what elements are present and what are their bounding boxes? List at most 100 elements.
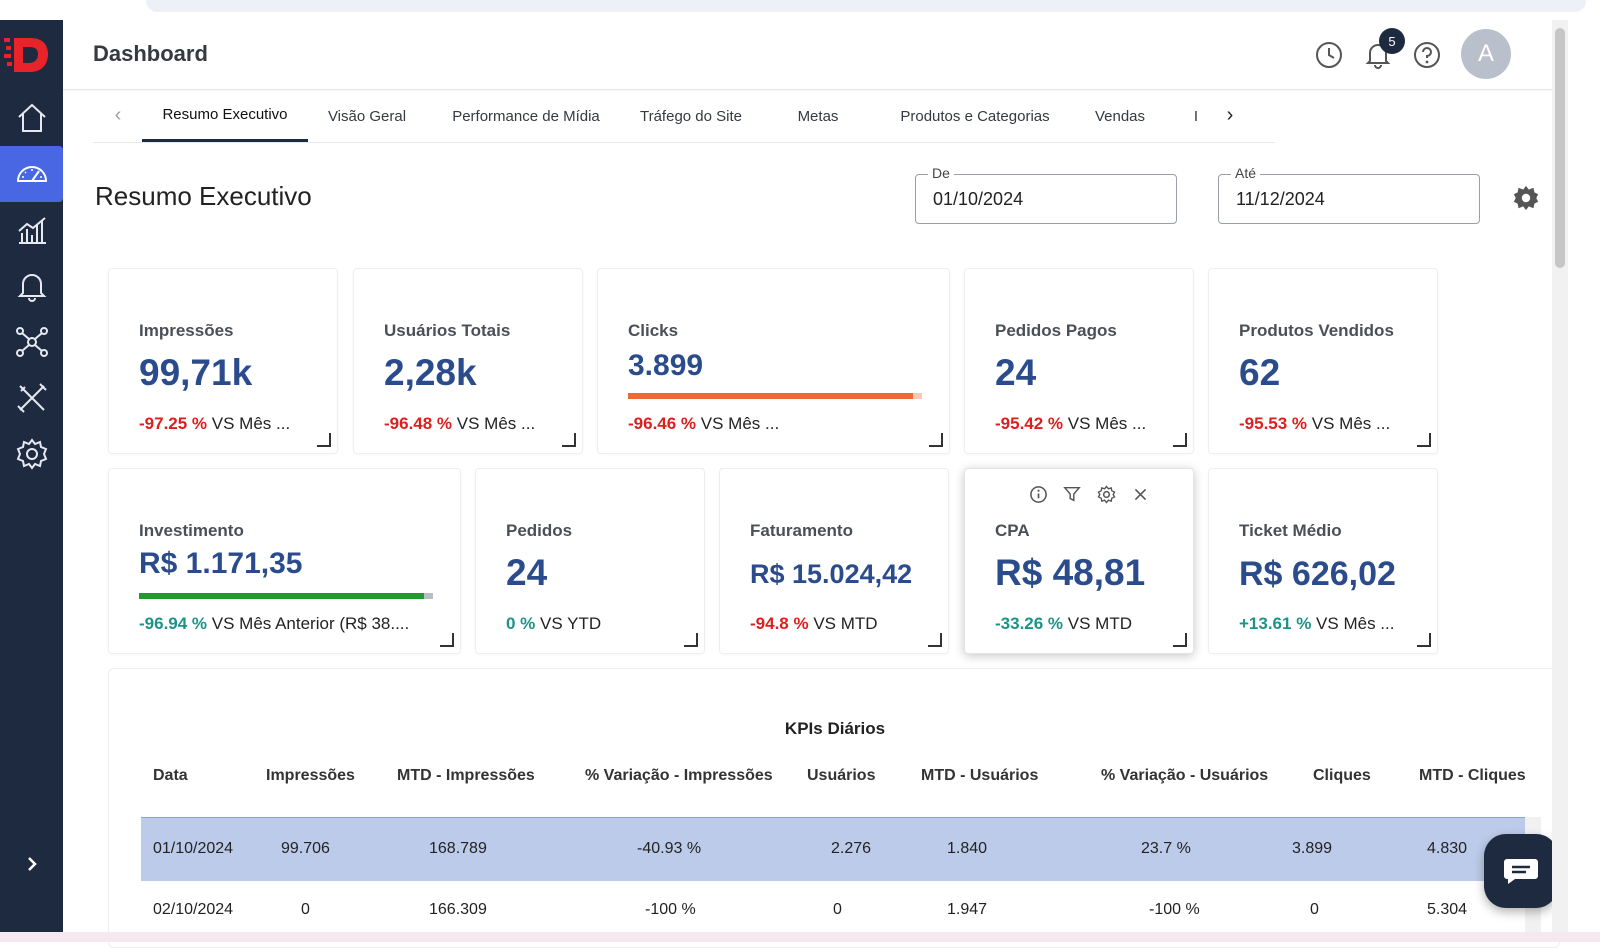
kpi-value: R$ 1.171,35 — [139, 547, 303, 580]
sidebar-item-tools[interactable] — [0, 370, 63, 426]
sidebar-item-home[interactable] — [0, 90, 63, 146]
app-title: Dashboard — [93, 41, 208, 66]
column-header[interactable]: MTD - Impressões — [397, 767, 535, 784]
user-avatar[interactable]: A — [1461, 29, 1511, 79]
network-icon — [15, 327, 48, 357]
card-settings-button[interactable] — [1095, 483, 1117, 505]
sidebar-item-settings[interactable] — [0, 426, 63, 482]
table-cell: 0 — [1310, 901, 1319, 918]
chevron-right-icon — [27, 857, 37, 871]
tab-vendas[interactable]: Vendas — [1094, 107, 1146, 125]
tab-truncated[interactable]: I — [1193, 107, 1199, 125]
kpi-compare-label: VS YTD — [540, 614, 602, 633]
resize-handle[interactable] — [440, 633, 454, 647]
kpi-card-investimento[interactable]: Investimento R$ 1.171,35 -96.94 % VS Mês… — [108, 468, 461, 654]
tab-bar: ‹ Resumo Executivo Visão Geral Performan… — [93, 90, 1275, 143]
column-header[interactable]: MTD - Usuários — [921, 767, 1039, 784]
column-header[interactable]: MTD - Cliques — [1419, 767, 1526, 784]
tab-trafego-do-site[interactable]: Tráfego do Site — [639, 107, 742, 125]
page-title: Resumo Executivo — [95, 181, 312, 211]
sidebar-item-integrations[interactable] — [0, 314, 63, 370]
resize-handle[interactable] — [684, 633, 698, 647]
kpi-card-pedidos-pagos[interactable]: Pedidos Pagos 24 -95.42 % VS Mês ... — [964, 268, 1194, 454]
kpi-card-impressoes[interactable]: Impressões 99,71k -97.25 % VS Mês ... — [108, 268, 338, 454]
column-header[interactable]: Data — [153, 767, 188, 784]
resize-handle[interactable] — [562, 433, 576, 447]
browser-address-bar[interactable] — [146, 0, 1586, 12]
kpi-delta: -97.25 % — [139, 414, 208, 433]
tab-scroll-left[interactable]: ‹ — [114, 103, 122, 126]
kpi-value: 62 — [1239, 352, 1281, 393]
close-button[interactable] — [1129, 483, 1151, 505]
table-row[interactable]: 02/10/2024 0 166.309 -100 % 0 1.947 -100… — [141, 881, 1525, 945]
filter-button[interactable] — [1061, 483, 1083, 505]
column-header[interactable]: % Variação - Usuários — [1101, 767, 1269, 784]
help-icon — [1414, 42, 1440, 68]
page-scrollbar[interactable] — [1552, 20, 1568, 932]
kpi-value: R$ 15.024,42 — [750, 559, 913, 589]
kpi-compare-label: VS MTD — [1067, 614, 1133, 633]
table-cell: -100 % — [1149, 901, 1200, 918]
info-button[interactable] — [1027, 483, 1049, 505]
kpi-comparison: -96.46 % VS Mês ... — [628, 414, 808, 434]
table-cell: 99.706 — [281, 840, 330, 857]
history-button[interactable] — [1311, 37, 1347, 73]
column-header[interactable]: Impressões — [266, 767, 355, 784]
sidebar-expand-button[interactable] — [0, 840, 63, 888]
column-header[interactable]: % Variação - Impressões — [585, 767, 773, 784]
resize-handle[interactable] — [928, 633, 942, 647]
resize-handle[interactable] — [1417, 633, 1431, 647]
resize-handle[interactable] — [1173, 633, 1187, 647]
table-cell: 23.7 % — [1141, 840, 1191, 857]
resize-handle[interactable] — [1173, 433, 1187, 447]
kpi-title: Usuários Totais — [384, 321, 511, 340]
kpi-progress-bar — [628, 393, 922, 399]
tab-produtos-e-categorias[interactable]: Produtos e Categorias — [900, 107, 1050, 125]
kpi-value: R$ 48,81 — [995, 552, 1146, 593]
tab-scroll-right[interactable]: › — [1226, 103, 1234, 126]
table-cell: 5.304 — [1427, 901, 1468, 918]
kpi-delta: +13.61 % — [1239, 614, 1312, 633]
column-header[interactable]: Usuários — [807, 767, 876, 784]
dashboard-settings-button[interactable] — [1508, 180, 1544, 216]
tab-resumo-executivo[interactable]: Resumo Executivo — [142, 90, 308, 142]
kpi-card-faturamento[interactable]: Faturamento R$ 15.024,42 -94.8 % VS MTD — [719, 468, 949, 654]
kpi-progress-fill — [628, 393, 914, 399]
sidebar-item-reports[interactable] — [0, 202, 63, 258]
browser-chrome-strip — [0, 0, 1600, 20]
close-icon — [1134, 488, 1146, 500]
sidebar-item-alerts[interactable] — [0, 258, 63, 314]
kpi-card-cpa[interactable]: CPA R$ 48,81 -33.26 % VS MTD — [964, 468, 1194, 654]
taskbar-strip — [0, 932, 1600, 942]
page-scrollbar-thumb[interactable] — [1555, 28, 1565, 268]
resize-handle[interactable] — [317, 433, 331, 447]
kpi-progress-fill — [139, 593, 425, 599]
kpi-delta: -96.46 % — [628, 414, 697, 433]
help-button[interactable] — [1409, 37, 1445, 73]
kpi-comparison: 0 % VS YTD — [506, 614, 686, 634]
tab-visao-geral[interactable]: Visão Geral — [327, 107, 407, 125]
gear-icon — [16, 438, 47, 470]
kpi-card-ticket-medio[interactable]: Ticket Médio R$ 626,02 +13.61 % VS Mês .… — [1208, 468, 1438, 654]
kpi-title: Impressões — [139, 321, 234, 340]
tab-performance-de-midia[interactable]: Performance de Mídia — [452, 107, 600, 125]
kpi-delta: -33.26 % — [995, 614, 1064, 633]
date-to-field[interactable]: Até 11/12/2024 — [1218, 165, 1480, 224]
kpi-delta: -95.42 % — [995, 414, 1064, 433]
sidebar — [0, 20, 63, 932]
notification-count-badge: 5 — [1379, 28, 1405, 54]
kpi-card-usuarios-totais[interactable]: Usuários Totais 2,28k -96.48 % VS Mês ..… — [353, 268, 583, 454]
brand-logo[interactable] — [4, 32, 50, 76]
column-header[interactable]: Cliques — [1313, 767, 1371, 784]
table-cell: 0 — [833, 901, 842, 918]
table-row[interactable]: 01/10/2024 99.706 168.789 -40.93 % 2.276… — [141, 817, 1525, 881]
kpi-card-pedidos[interactable]: Pedidos 24 0 % VS YTD — [475, 468, 705, 654]
date-from-field[interactable]: De 01/10/2024 — [915, 165, 1177, 224]
kpi-card-clicks[interactable]: Clicks 3.899 -96.46 % VS Mês ... — [597, 268, 950, 454]
chat-button[interactable] — [1484, 834, 1558, 908]
resize-handle[interactable] — [929, 433, 943, 447]
resize-handle[interactable] — [1417, 433, 1431, 447]
kpi-card-produtos-vendidos[interactable]: Produtos Vendidos 62 -95.53 % VS Mês ... — [1208, 268, 1438, 454]
tab-metas[interactable]: Metas — [797, 107, 839, 125]
sidebar-item-dashboard[interactable] — [0, 146, 63, 202]
